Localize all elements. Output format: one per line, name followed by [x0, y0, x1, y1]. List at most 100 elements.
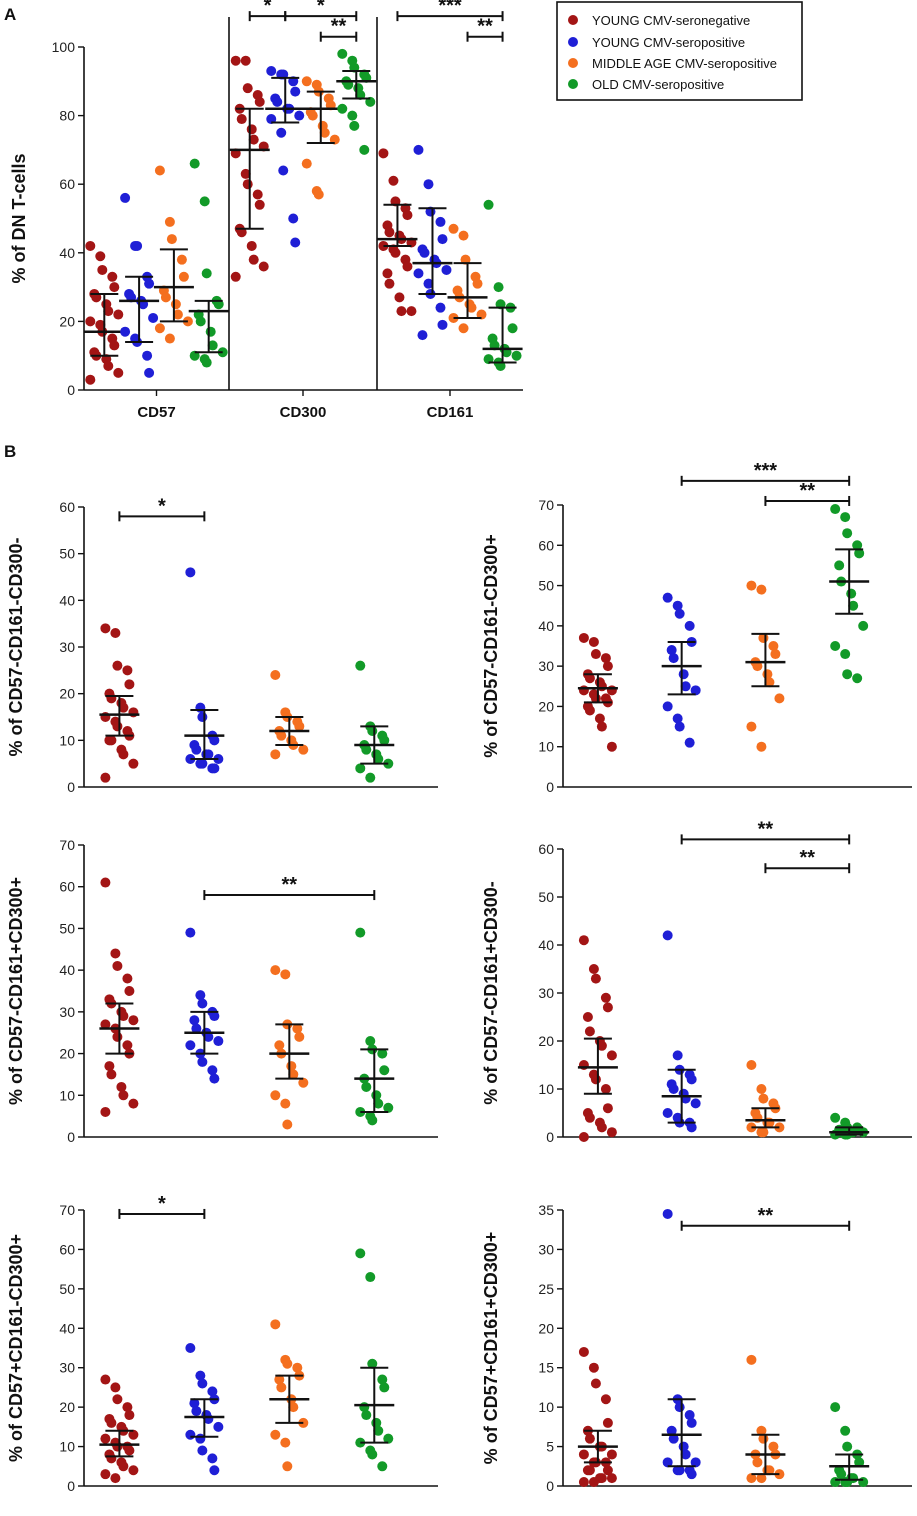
data-point	[752, 1457, 763, 1468]
data-point	[276, 1382, 287, 1393]
y-axis-title: % of CD57+CD161-CD300+	[6, 1234, 26, 1462]
data-point	[367, 1115, 378, 1126]
group-3	[354, 927, 395, 1126]
data-point	[85, 374, 96, 385]
data-point	[185, 1343, 196, 1353]
data-point	[112, 1394, 123, 1405]
y-tick-label: 10	[59, 732, 75, 748]
y-tick-label: 60	[59, 499, 75, 515]
data-point	[662, 1457, 673, 1468]
data-point	[377, 1048, 388, 1059]
data-point	[248, 134, 259, 145]
data-point	[252, 189, 263, 200]
data-point	[662, 930, 673, 941]
data-point	[373, 1425, 384, 1436]
data-point	[197, 1056, 208, 1067]
y-tick-label: 10	[538, 739, 554, 755]
data-point	[170, 299, 181, 310]
y-tick-label: 0	[546, 1478, 554, 1494]
data-point	[590, 1074, 601, 1085]
data-point	[282, 1461, 293, 1472]
data-point	[280, 1437, 291, 1448]
data-point	[441, 264, 452, 275]
data-point	[756, 741, 767, 752]
data-point	[209, 1073, 220, 1084]
data-point	[584, 1465, 595, 1476]
data-point	[164, 216, 175, 227]
data-point	[197, 1445, 208, 1456]
data-point	[213, 1036, 224, 1047]
data-point	[602, 1002, 613, 1013]
data-point	[686, 1417, 697, 1428]
y-tick-label: 0	[67, 382, 75, 398]
data-point	[112, 1441, 123, 1452]
data-point	[606, 1050, 617, 1061]
data-point	[588, 964, 599, 974]
data-point	[118, 1461, 129, 1472]
data-point	[746, 580, 757, 591]
x-category-label: CD57	[137, 404, 175, 421]
data-point	[768, 641, 779, 651]
data-point	[758, 1093, 769, 1104]
data-point	[124, 1410, 135, 1421]
data-point	[511, 350, 522, 361]
group-3	[354, 1248, 395, 1472]
data-point	[201, 357, 212, 368]
panel-A: 0 20 40 60 80 100 % of DN T-cells A CD57 CD300 CD1…	[4, 0, 523, 421]
data-point	[110, 1473, 121, 1484]
data-point	[313, 189, 324, 200]
legend: YOUNG CMV-seronegative YOUNG CMV-seropos…	[556, 1, 803, 101]
data-point	[834, 560, 845, 571]
data-point	[746, 721, 757, 732]
data-point	[684, 737, 695, 748]
y-tick-label: 10	[538, 1399, 554, 1415]
data-point	[662, 592, 673, 603]
data-point	[100, 1433, 111, 1444]
data-point	[373, 754, 384, 764]
data-point	[120, 326, 131, 337]
group-3	[829, 1112, 870, 1140]
y-tick-label: 30	[538, 985, 554, 1001]
legend-dot	[568, 79, 578, 89]
significance-label: **	[800, 480, 816, 502]
data-point	[417, 330, 428, 341]
data-point	[684, 620, 695, 631]
data-point	[118, 702, 129, 713]
data-point	[361, 1410, 372, 1421]
y-tick-label: 60	[538, 537, 554, 553]
data-point	[588, 1362, 599, 1373]
data-point	[307, 110, 318, 121]
data-point	[272, 96, 283, 107]
data-point	[103, 306, 114, 317]
significance-label: *	[158, 495, 166, 517]
data-point	[355, 763, 366, 774]
group-1	[184, 567, 225, 774]
data-point	[662, 701, 673, 712]
data-point	[337, 103, 348, 114]
data-point	[764, 677, 775, 688]
data-point	[292, 1362, 303, 1373]
data-point	[282, 1358, 293, 1369]
data-point	[270, 1429, 281, 1440]
y-tick-label: 0	[546, 1129, 554, 1145]
data-point	[756, 1473, 767, 1484]
data-point	[197, 998, 208, 1009]
data-point	[384, 227, 395, 238]
data-point	[207, 1453, 218, 1464]
data-point	[413, 144, 424, 155]
data-point	[100, 772, 111, 783]
y-tick-label: 50	[538, 578, 554, 594]
data-point	[674, 1402, 685, 1413]
data-point	[756, 1084, 767, 1094]
group-0	[99, 1374, 140, 1484]
data-point	[185, 1040, 196, 1051]
panel-letter: B	[4, 442, 16, 461]
legend-entry-2: MIDDLE AGE CMV-seropositive	[568, 56, 777, 71]
data-point	[290, 86, 301, 97]
data-point	[848, 600, 859, 611]
group-1	[119, 192, 160, 378]
data-point	[493, 282, 504, 293]
data-point	[668, 1433, 679, 1444]
data-point	[276, 730, 287, 741]
data-point	[842, 669, 853, 680]
